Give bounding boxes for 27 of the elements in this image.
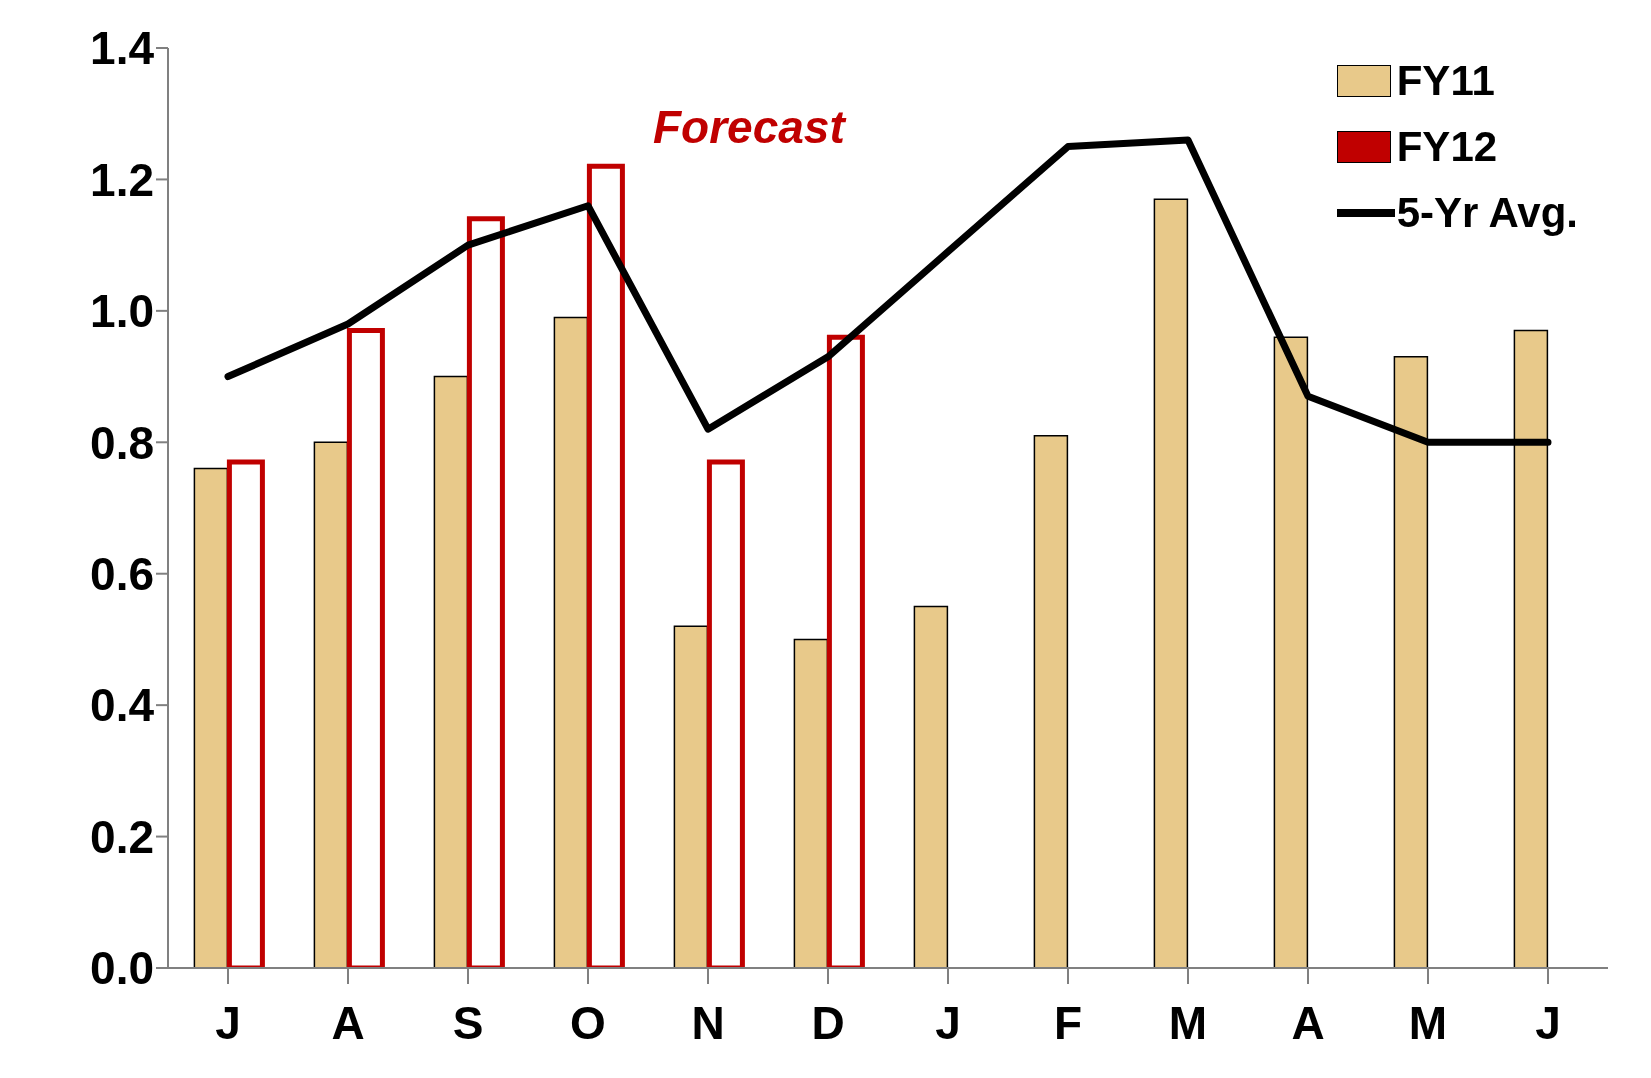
x-tick-label: O (570, 996, 606, 1049)
annotation: Forecast (653, 100, 845, 154)
bar (913, 605, 949, 968)
x-tick-label: D (811, 996, 845, 1049)
y-tick-label: 0.4 (90, 679, 155, 732)
y-tick-label: 0.8 (90, 416, 154, 469)
bar (1153, 198, 1189, 968)
y-tick-label: 1.0 (90, 285, 154, 338)
x-tick-label: A (1291, 996, 1325, 1049)
y-tick-label: 0.6 (90, 548, 154, 601)
x-tick-label: J (215, 996, 241, 1049)
x-tick-label: M (1408, 996, 1448, 1049)
x-tick-label: J (1535, 996, 1561, 1049)
bar (1033, 434, 1069, 968)
x-tick-label: J (935, 996, 961, 1049)
legend-label: FY11 (1396, 57, 1495, 105)
x-tick-label: N (691, 996, 725, 1049)
legend-label: FY12 (1396, 123, 1498, 171)
y-tick-label: 1.4 (90, 22, 155, 75)
y-tick-label: 0.2 (90, 810, 154, 863)
legend-label: 5-Yr Avg. (1396, 189, 1578, 237)
x-tick-label: M (1168, 996, 1208, 1049)
x-tick-label: A (331, 996, 365, 1049)
x-tick-label: S (452, 996, 484, 1049)
y-tick-label: 1.2 (90, 153, 154, 206)
x-tick-label: F (1053, 996, 1083, 1049)
y-tick-label: 0.0 (90, 942, 154, 995)
